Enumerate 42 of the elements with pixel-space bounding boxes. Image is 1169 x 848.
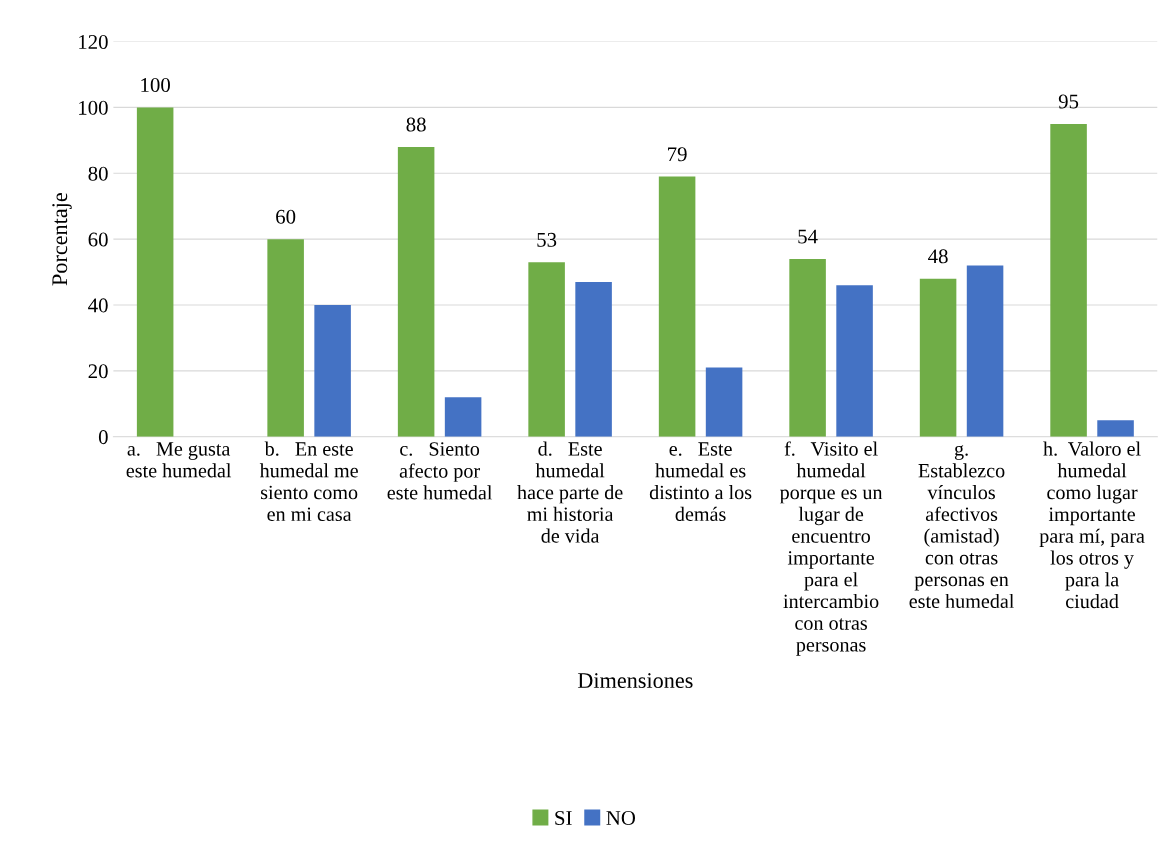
bar — [705, 367, 743, 437]
bar — [789, 258, 826, 437]
data-label: 48 — [928, 249, 948, 264]
bar — [397, 146, 435, 437]
x-tick-label: h. Valoro el humedal como lugar importante para mí, para los otros y para la ciudad — [1039, 441, 1145, 609]
legend-label: NO — [606, 811, 636, 826]
bar — [528, 262, 565, 437]
data-label: 88 — [406, 117, 426, 132]
category-label: f. Visito el humedal porque es un lugar de encuentro importante para el intercambio con otras personas — [779, 441, 883, 656]
y-tick-label: 20 — [88, 364, 108, 379]
bar — [836, 285, 873, 437]
y-tick-label: 120 — [79, 34, 108, 49]
data-label: 53 — [537, 232, 557, 247]
y-tick-label: 0 — [98, 430, 108, 445]
bar — [919, 278, 957, 437]
bar — [136, 107, 174, 437]
y-axis-title: Porcentaje — [52, 193, 72, 286]
data-label: 54 — [798, 229, 818, 244]
x-tick-label: b. En este humedal me siento como en mi casa — [259, 441, 358, 522]
bar — [1050, 123, 1087, 437]
bar — [658, 176, 696, 437]
x-tick-label: g. Establezco vínculos afectivos (amistad) con otras personas en este humedal — [909, 445, 1015, 609]
bar — [1097, 420, 1134, 437]
data-label: 79 — [668, 147, 687, 162]
bar — [444, 397, 482, 437]
bar — [267, 239, 304, 437]
y-tick-label: 40 — [88, 298, 108, 313]
bar — [314, 305, 351, 437]
x-tick-label: d. Este humedal hace parte de mi historia de vida — [517, 441, 623, 543]
x-tick-label: a. Me gusta este humedal — [126, 442, 232, 478]
bar — [966, 265, 1004, 437]
data-label: 100 — [141, 78, 170, 93]
data-label: 60 — [276, 209, 296, 224]
legend-label: SI — [555, 811, 572, 826]
x-tick-label: e. Este humedal es distinto a los demás — [649, 442, 752, 522]
data-label: 95 — [1058, 94, 1079, 109]
y-tick-label: 60 — [88, 232, 108, 247]
x-axis-title: Dimensiones — [577, 673, 693, 689]
bar — [575, 281, 612, 437]
y-tick-label: 80 — [88, 166, 108, 181]
y-tick-label: 100 — [79, 100, 108, 115]
x-tick-label: c. Siento afecto por este humedal — [387, 442, 493, 500]
